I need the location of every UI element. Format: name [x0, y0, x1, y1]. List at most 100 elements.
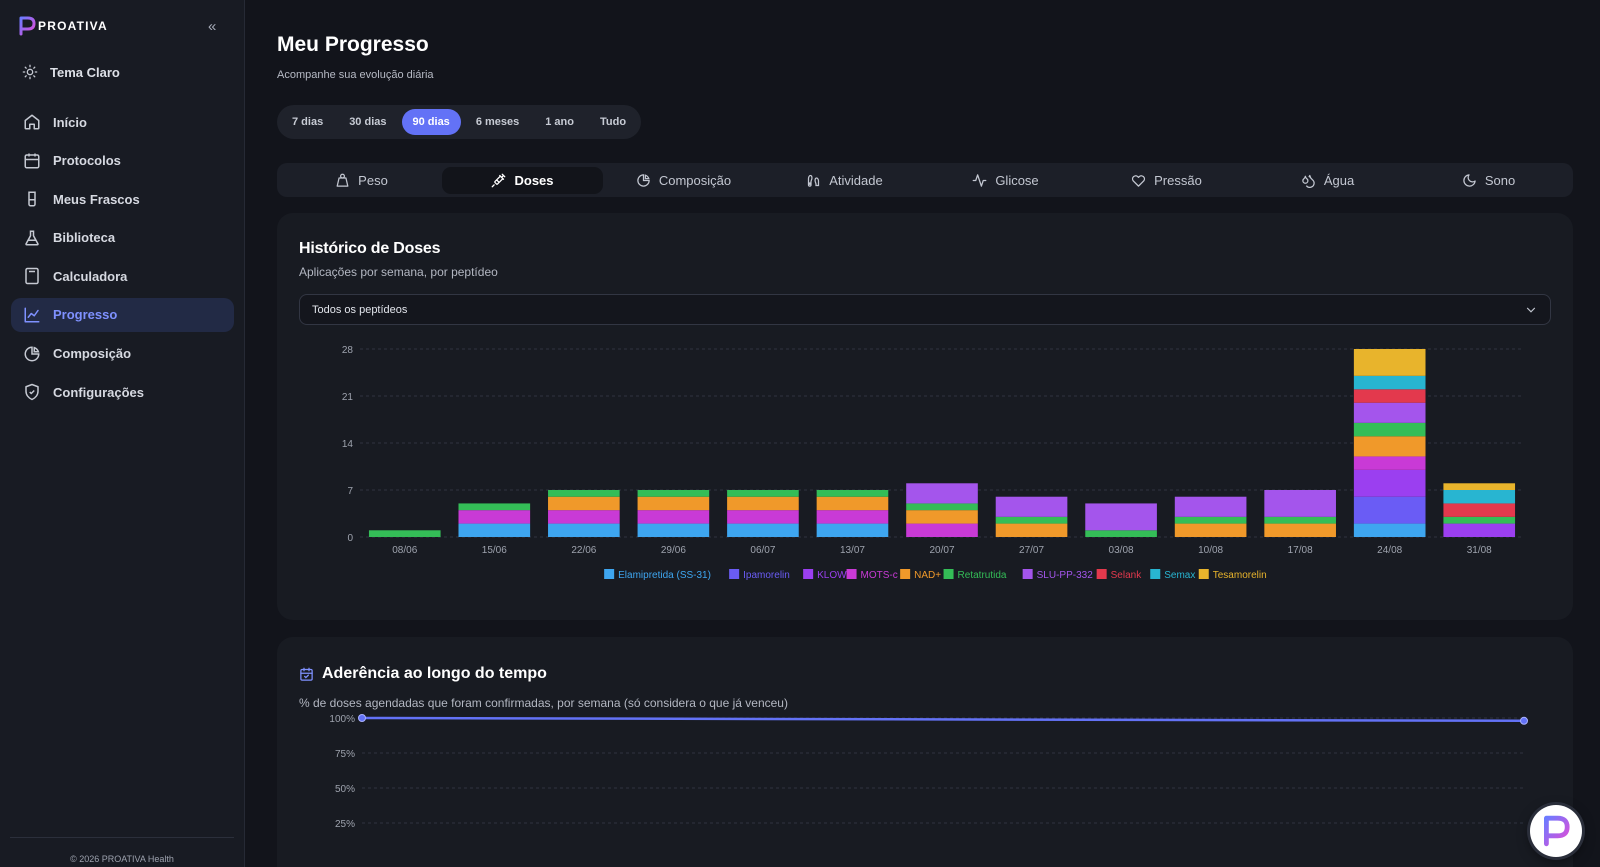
pie-icon: [637, 173, 650, 187]
bar-segment: [1353, 389, 1426, 403]
bar-segment: [1264, 523, 1336, 537]
x-tick-label: 24/08: [1377, 545, 1402, 556]
sidebar-item-configuracoes[interactable]: Configurações: [11, 375, 234, 409]
adherence-line-chart: 100% 75% 50% 25%: [329, 714, 1528, 830]
calendar-check-icon: [300, 667, 313, 681]
bar-segment: [1264, 490, 1336, 517]
legend-swatch: [1150, 569, 1161, 579]
y-tick-label: 75%: [335, 749, 355, 760]
legend-swatch: [943, 569, 954, 579]
shield-icon: [25, 383, 39, 401]
sidebar-item-calculadora[interactable]: Calculadora: [11, 259, 234, 293]
range-tudo[interactable]: Tudo: [599, 116, 627, 128]
x-tick-label: 22/06: [571, 545, 596, 556]
legend-swatch: [604, 569, 615, 579]
bar-segment: [458, 503, 531, 511]
range-6-meses[interactable]: 6 meses: [475, 116, 520, 128]
tab-sono[interactable]: Sono: [1408, 167, 1569, 194]
x-tick-label: 08/06: [392, 545, 417, 556]
bar-segment: [1174, 523, 1247, 537]
bar-segment: [816, 490, 889, 497]
peptide-select[interactable]: Todos os peptídeos: [299, 294, 1551, 325]
sidebar-item-label: Início: [53, 114, 87, 130]
range-7-dias[interactable]: 7 dias: [292, 116, 324, 128]
moon-icon: [1463, 173, 1476, 187]
sun-icon: [22, 64, 38, 80]
bar-segment: [1353, 349, 1426, 376]
bar-segment: [637, 510, 710, 524]
sidebar-item-meus-frascos[interactable]: Meus Frascos: [11, 182, 234, 216]
y-tick-label: 21: [342, 392, 354, 403]
range-30-dias[interactable]: 30 dias: [349, 116, 387, 128]
x-tick-label: 17/08: [1288, 545, 1313, 556]
range-1-ano[interactable]: 1 ano: [545, 116, 574, 128]
y-tick-label: 7: [347, 486, 353, 497]
bar-segment: [458, 523, 531, 537]
bar-segment: [906, 510, 978, 524]
sidebar-item-composicao[interactable]: Composição: [11, 337, 234, 371]
x-tick-label: 13/07: [840, 545, 865, 556]
page-subtitle: Acompanhe sua evolução diária: [277, 69, 434, 81]
tab-glicose[interactable]: Glicose: [925, 167, 1086, 194]
bar-segment: [1353, 422, 1426, 437]
sidebar-item-label: Calculadora: [53, 268, 128, 284]
bar-segment: [727, 496, 799, 511]
tab-label: Água: [1323, 172, 1355, 188]
sidebar-item-biblioteca[interactable]: Biblioteca: [11, 221, 234, 255]
activity-icon: [972, 173, 987, 187]
bar-segment: [1353, 402, 1426, 423]
sidebar-item-label: Biblioteca: [53, 230, 116, 246]
scale-icon: [336, 173, 349, 187]
sidebar-item-label: Protocolos: [53, 153, 121, 169]
legend-item: Selank: [1096, 569, 1142, 581]
bar-segment: [995, 516, 1068, 524]
legend-item: MOTS-c: [846, 569, 898, 581]
tab-agua[interactable]: Água: [1247, 167, 1408, 194]
sidebar-item-progresso[interactable]: Progresso: [11, 297, 234, 332]
tab-composicao[interactable]: Composição: [603, 167, 764, 194]
legend-label: SLU-PP-332: [1037, 570, 1094, 581]
chevron-down-icon: [1526, 307, 1536, 313]
bar-segment: [1353, 456, 1426, 470]
legend-swatch: [900, 569, 911, 579]
legend-label: MOTS-c: [861, 570, 898, 581]
sidebar-item-label: Progresso: [53, 307, 118, 323]
sidebar-item-protocolos[interactable]: Protocolos: [11, 144, 234, 178]
tab-peso[interactable]: Peso: [281, 167, 442, 194]
metric-tabs: Peso Doses Composição Atividade Glicose …: [277, 163, 1573, 197]
legend-label: Elamipretida (SS-31): [618, 570, 711, 581]
bar-segment: [1443, 503, 1516, 517]
tab-doses[interactable]: Doses: [442, 166, 603, 194]
tab-label: Doses: [514, 172, 554, 188]
legend-swatch: [803, 569, 814, 579]
bar-segment: [1443, 490, 1516, 504]
adherence-card-subtitle: % de doses agendadas que foram confirmad…: [299, 696, 788, 710]
bar-segment: [816, 496, 889, 511]
tab-pressao[interactable]: Pressão: [1086, 167, 1247, 194]
peptide-select-value: Todos os peptídeos: [312, 303, 408, 316]
sidebar-item-inicio[interactable]: Início: [11, 105, 234, 139]
range-selector: 7 dias 30 dias 90 dias 6 meses 1 ano Tud…: [277, 105, 642, 139]
bar-segment: [1353, 523, 1426, 537]
assistant-button[interactable]: [1530, 805, 1582, 857]
bar-segment: [1085, 530, 1157, 537]
proativa-logo-icon: [1543, 815, 1570, 847]
bar-segment: [906, 503, 978, 511]
bar-segment: [548, 490, 620, 497]
vial-icon: [28, 191, 36, 207]
sidebar-footer: © 2026 PROATIVA Health: [10, 837, 234, 864]
bar-segment: [1353, 496, 1426, 524]
tab-atividade[interactable]: Atividade: [764, 167, 925, 194]
brand-logo[interactable]: PROATIVA: [18, 16, 108, 36]
tab-label: Peso: [358, 172, 388, 188]
theme-toggle[interactable]: Tema Claro: [22, 64, 120, 80]
adherence-card: Aderência ao longo do tempo % de doses a…: [277, 637, 1573, 867]
bar-segment: [637, 523, 710, 537]
range-90-dias[interactable]: 90 dias: [401, 109, 461, 135]
legend-item: NAD+: [900, 569, 941, 581]
legend-label: Semax: [1164, 570, 1195, 581]
collapse-sidebar-icon[interactable]: «: [208, 18, 217, 35]
bar-segment: [727, 510, 799, 524]
y-tick-label: 28: [342, 345, 354, 356]
bar-segment: [995, 523, 1068, 537]
